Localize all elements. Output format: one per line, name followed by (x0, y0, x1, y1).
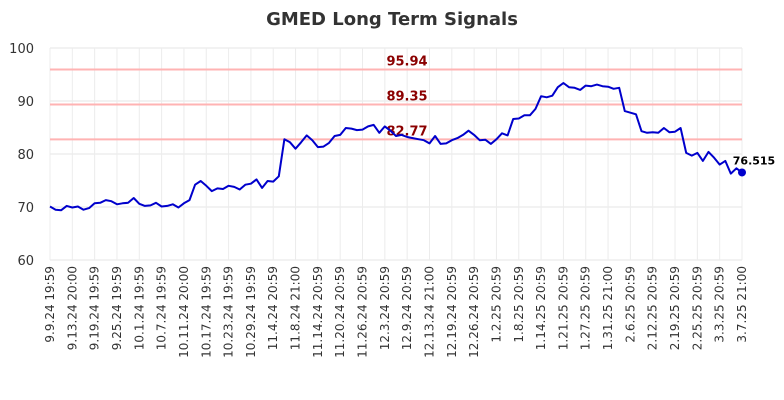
x-tick-label: 11.20.24 20:59 (333, 266, 347, 358)
x-tick-label: 11.8.24 21:00 (289, 266, 303, 350)
y-axis: 60 70 80 90 100 (9, 42, 34, 269)
x-tick-label: 1.8.25 20:59 (512, 266, 526, 343)
x-tick-label: 10.23.24 19:59 (222, 266, 236, 358)
x-tick-label: 10.29.24 19:59 (244, 266, 258, 358)
x-tick-label: 9.25.24 19:59 (110, 266, 124, 350)
x-tick-label: 1.2.25 20:59 (489, 266, 503, 343)
price-line (49, 82, 743, 212)
x-tick-label: 9.9.24 19:59 (43, 266, 57, 343)
signal-label: 95.94 (386, 55, 427, 70)
x-tick-label: 1.14.25 20:59 (534, 266, 548, 350)
x-tick-label: 2.12.25 20:59 (646, 266, 660, 350)
x-tick-label: 3.7.25 21:00 (735, 266, 749, 343)
grid (49, 47, 743, 261)
last-value-label: 76.515 (733, 154, 775, 167)
last-point-marker (738, 168, 746, 177)
x-axis: 9.9.24 19:59 9.13.24 20:00 9.19.24 19:59 9.… (43, 266, 749, 358)
x-tick-label: 12.19.24 20:59 (445, 266, 459, 358)
x-tick-label: 11.26.24 20:59 (356, 266, 370, 358)
x-tick-label: 1.21.25 20:59 (556, 266, 570, 350)
x-tick-label: 9.13.24 20:00 (65, 266, 79, 350)
x-tick-label: 10.7.24 19:59 (155, 266, 169, 350)
x-tick-label: 12.13.24 21:00 (422, 266, 436, 358)
x-tick-label: 11.14.24 20:59 (311, 266, 325, 358)
x-tick-label: 10.17.24 19:59 (199, 266, 213, 358)
y-tick-label: 60 (17, 254, 34, 269)
y-tick-label: 80 (17, 148, 34, 163)
y-tick-label: 100 (9, 42, 34, 57)
x-tick-label: 3.3.25 20:59 (713, 266, 727, 343)
x-tick-label: 9.19.24 19:59 (88, 266, 102, 350)
x-tick-label: 11.4.24 20:59 (266, 266, 280, 350)
chart-title: GMED Long Term Signals (266, 9, 518, 30)
y-tick-label: 90 (17, 95, 34, 110)
x-tick-label: 2.25.25 20:59 (690, 266, 704, 350)
series: 76.515 (49, 82, 775, 212)
x-tick-label: 1.31.25 21:00 (601, 266, 615, 350)
x-tick-label: 2.6.25 20:59 (623, 266, 637, 343)
x-tick-label: 12.9.24 20:59 (400, 266, 414, 350)
x-tick-label: 2.19.25 20:59 (668, 266, 682, 350)
x-tick-label: 12.26.24 20:59 (467, 266, 481, 358)
y-tick-label: 70 (17, 201, 34, 216)
signal-label: 89.35 (386, 89, 427, 104)
x-tick-label: 1.27.25 20:59 (579, 266, 593, 350)
x-tick-label: 10.1.24 19:59 (132, 266, 146, 350)
x-tick-label: 10.11.24 20:00 (177, 266, 191, 358)
x-tick-label: 12.3.24 20:59 (378, 266, 392, 350)
